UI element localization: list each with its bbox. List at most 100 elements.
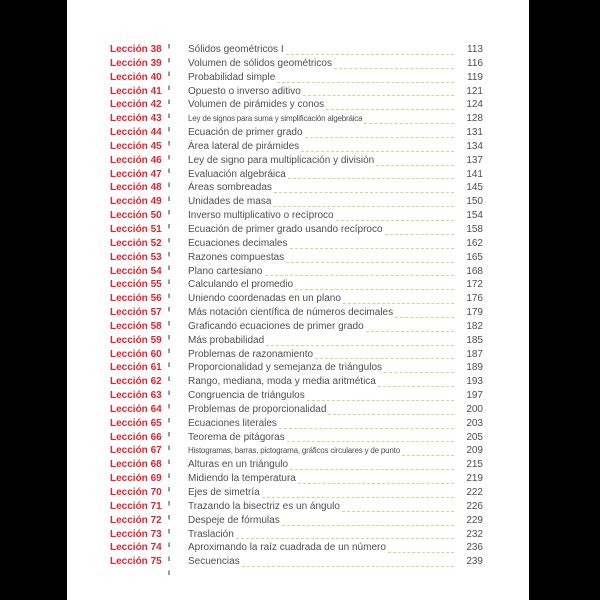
dotted-leader — [264, 264, 454, 277]
toc-row: Lección 58 Graficando ecuaciones de prim… — [110, 320, 483, 334]
lesson-label: Lección 55 — [110, 279, 162, 291]
toc-row: Lección 42 Volumen de pirámides y conos … — [110, 98, 483, 112]
toc-row: Lección 59 Más probabilidad 185 — [110, 334, 483, 348]
page-number: 229 — [466, 514, 483, 526]
dotted-leader — [376, 154, 454, 166]
toc-row: Lección 41 Opuesto o inverso aditivo 121 — [110, 85, 483, 99]
page-number: 232 — [466, 528, 483, 540]
dotted-leader — [297, 472, 454, 484]
page-number: 141 — [466, 168, 483, 180]
dotted-leader — [304, 126, 454, 138]
lesson-title: Teorema de pitágoras — [188, 431, 285, 443]
toc-row: Lección 43 Ley de signos para suma y sim… — [110, 112, 483, 126]
dotted-leader — [266, 334, 454, 346]
dotted-leader — [261, 486, 454, 498]
toc-row: Lección 75 Secuencias 239 — [110, 555, 483, 569]
page-number: 162 — [466, 237, 483, 249]
page-number: 121 — [466, 85, 483, 97]
dotted-leader — [302, 84, 454, 97]
toc-row: Lección 72 Despeje de fórmulas 229 — [110, 514, 483, 528]
lesson-title: Inverso multiplicativo o recíproco — [188, 210, 334, 222]
dotted-leader — [384, 223, 454, 235]
toc-row: Lección 44 Ecuación de primer grado 131 — [110, 126, 483, 140]
page-number: 187 — [466, 348, 483, 360]
dotted-leader — [387, 541, 454, 554]
page-number: 182 — [466, 320, 483, 332]
page-number: 119 — [467, 71, 483, 83]
lesson-title: Despeje de fórmulas — [188, 514, 280, 526]
lesson-title: Opuesto o inverso aditivo — [188, 85, 301, 97]
lesson-title: Aproximando la raíz cuadrada de un númer… — [188, 542, 386, 554]
lesson-title: Problemas de razonamiento — [188, 348, 314, 360]
lesson-title: Unidades de masa — [188, 196, 272, 208]
toc-row: Lección 74 Aproximando la raíz cuadrada … — [110, 541, 483, 555]
page-edge-left — [0, 0, 67, 600]
toc-row: Lección 54 Plano cartesiano 168 — [110, 265, 483, 279]
dotted-leader — [395, 306, 454, 318]
lesson-label: Lección 53 — [110, 251, 162, 263]
lesson-title: Traslación — [188, 528, 234, 540]
lesson-title: Trazando la bisectriz es un ángulo — [188, 500, 340, 512]
dotted-leader — [364, 112, 454, 125]
page-number: 205 — [466, 431, 483, 443]
page-number: 131 — [466, 127, 483, 139]
toc-row: Lección 46 Ley de signo para multiplicac… — [110, 154, 483, 168]
toc-row: Lección 61 Proporcionalidad y semejanza … — [110, 361, 483, 375]
toc-row: Lección 47 Evaluación algebráica 141 — [110, 168, 483, 182]
dotted-leader — [315, 347, 454, 360]
dotted-leader — [235, 527, 454, 540]
toc-row: Lección 69 Midiendo la temperatura 219 — [110, 472, 483, 486]
toc-row: Lección 53 Razones compuestas 165 — [110, 251, 483, 265]
dotted-leader — [328, 403, 454, 415]
page-number: 226 — [466, 500, 483, 512]
toc-row: Lección 49 Unidades de masa 150 — [110, 195, 483, 209]
lesson-label: Lección 47 — [110, 168, 162, 180]
lesson-title: Más probabilidad — [188, 334, 265, 346]
dotted-leader — [278, 417, 454, 429]
toc-row: Lección 68 Alturas en un triángulo 215 — [110, 458, 483, 472]
lesson-title: Rango, mediana, moda y media aritmética — [188, 376, 376, 388]
lesson-label: Lección 70 — [110, 487, 162, 498]
lesson-label: Lección 72 — [110, 514, 162, 526]
dotted-leader — [306, 389, 454, 401]
lesson-label: Lección 38 — [110, 44, 162, 55]
lesson-title: Congruencia de triángulos — [188, 390, 305, 402]
page-number: 168 — [466, 265, 483, 277]
toc-row: Lección 62 Rango, mediana, moda y media … — [110, 375, 483, 389]
lesson-label: Lección 65 — [110, 417, 162, 429]
lesson-title: Probabilidad simple — [188, 71, 276, 83]
page-number: 185 — [466, 334, 483, 346]
page-number: 222 — [466, 487, 483, 498]
dashed-separator-line — [168, 44, 170, 578]
lesson-title: Áreas sombreadas — [188, 182, 272, 194]
dotted-leader — [286, 430, 454, 443]
lesson-title: Plano cartesiano — [188, 265, 263, 277]
page-number: 215 — [466, 459, 483, 471]
page-number: 150 — [466, 196, 483, 208]
lesson-label: Lección 39 — [110, 57, 162, 69]
lesson-label: Lección 61 — [110, 362, 162, 374]
dotted-leader — [273, 195, 454, 208]
dotted-leader — [326, 98, 454, 111]
lesson-title: Ecuaciones literales — [188, 417, 277, 429]
lesson-label: Lección 63 — [110, 390, 162, 402]
lesson-title: Razones compuestas — [188, 251, 285, 263]
lesson-label: Lección 48 — [110, 182, 162, 194]
dotted-leader — [342, 292, 454, 305]
lesson-label: Lección 66 — [110, 431, 162, 443]
dotted-leader — [277, 71, 454, 83]
lesson-title: Ecuación de primer grado — [188, 127, 303, 139]
lesson-title: Proporcionalidad y semejanza de triángul… — [188, 362, 383, 374]
lesson-title: Ejes de simetría — [188, 487, 260, 498]
lesson-label: Lección 68 — [110, 459, 162, 471]
toc-row: Lección 48 Áreas sombreadas 145 — [110, 181, 483, 195]
lesson-title: Volumen de sólidos geométricos — [188, 57, 332, 69]
dotted-leader — [290, 458, 454, 471]
lesson-label: Lección 56 — [110, 293, 162, 305]
lesson-title: Calculando el promedio — [188, 279, 294, 291]
lesson-label: Lección 74 — [110, 542, 162, 554]
lesson-label: Lección 64 — [110, 403, 162, 415]
page-number: 197 — [466, 390, 483, 402]
page-number: 137 — [466, 154, 483, 166]
lesson-label: Lección 51 — [110, 223, 162, 235]
